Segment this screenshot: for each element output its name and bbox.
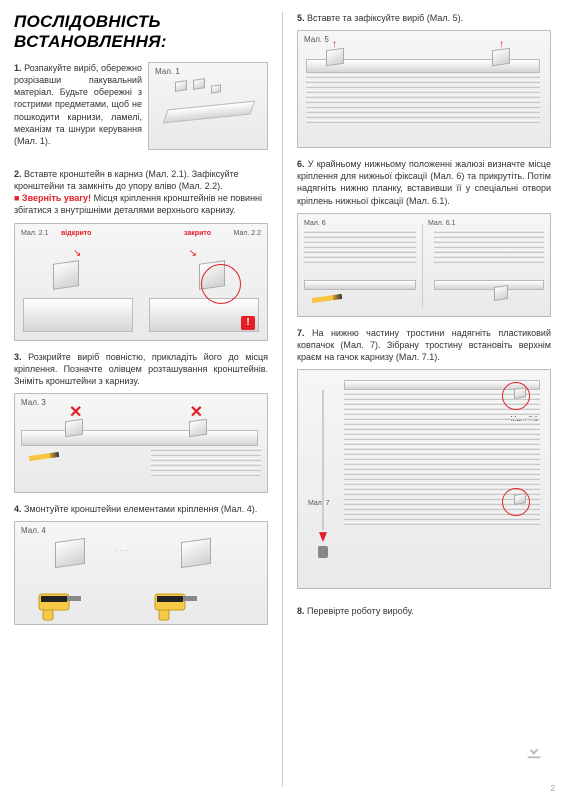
page-layout: ПОСЛІДОВНІСТЬ ВСТАНОВЛЕННЯ: 1. Розпакуйт… [0,0,565,799]
fig2-closed: закрито [184,230,211,237]
step8-num: 8. [297,606,305,616]
fig2-open: відкрито [61,230,91,237]
x-mark-icon: ✕ [69,402,82,422]
step2-num: 2. [14,169,22,179]
page-number: 2 [551,784,555,793]
step1-row: 1. Розпакуйте виріб, обережно розрізавши… [14,62,268,160]
step3-num: 3. [14,352,22,362]
figure-3: Мал. 3 ✕ ✕ [14,393,268,493]
fig7-label: Мал. 7 [308,500,330,507]
step2-body: Вставте кронштейн в карниз (Мал. 2.1). З… [14,169,239,191]
fig61-label: Мал. 6.1 [428,220,456,227]
step7-text: 7. На нижню частину тростини надягніть п… [297,327,551,363]
left-column: ПОСЛІДОВНІСТЬ ВСТАНОВЛЕННЯ: 1. Розпакуйт… [14,12,268,787]
step6-text: 6. У крайньому нижньому положенні жалюзі… [297,158,551,207]
fig3-label: Мал. 3 [21,398,46,407]
figure-4: Мал. 4 · · · [14,521,268,625]
fig4-label: Мал. 4 [21,526,46,535]
step6-num: 6. [297,159,305,169]
step5-body: Вставте та зафіксуйте виріб (Мал. 5). [307,13,463,23]
fig6-label: Мал. 6 [304,220,326,227]
fig22-label: Мал. 2.2 [233,230,261,237]
step1-text: 1. Розпакуйте виріб, обережно розрізавши… [14,62,142,154]
figure-2: Мал. 2.1 відкрито закрито Мал. 2.2 ! ↘ ↘ [14,223,268,341]
figure-1: Мал. 1 [148,62,268,150]
step1-body: Розпакуйте виріб, обережно розрізавши па… [14,63,142,146]
step3-body: Розкрийте виріб повністю, прикладіть йог… [14,352,268,386]
step5-num: 5. [297,13,305,23]
x-mark-icon: ✕ [190,402,203,422]
drill-icon [145,566,201,622]
alert-icon: ! [241,316,255,330]
figure-7: Мал. 7 Мал. 7.1 [297,369,551,589]
figure-6: Мал. 6 Мал. 6.1 [297,213,551,317]
page-title: ПОСЛІДОВНІСТЬ ВСТАНОВЛЕННЯ: [14,12,268,52]
right-column: 5. Вставте та зафіксуйте виріб (Мал. 5).… [297,12,551,787]
step3-text: 3. Розкрийте виріб повністю, прикладіть … [14,351,268,387]
step5-text: 5. Вставте та зафіксуйте виріб (Мал. 5). [297,12,551,24]
step6-body: У крайньому нижньому положенні жалюзі ви… [297,159,551,205]
step2-warn-prefix: ■ Зверніть увагу! [14,193,91,203]
fig5-label: Мал. 5 [304,35,329,44]
step7-num: 7. [297,328,305,338]
column-divider [282,12,283,787]
step8-text: 8. Перевірте роботу виробу. [297,605,551,617]
step4-text: 4. Змонтуйте кронштейни елементами кріпл… [14,503,268,515]
figure-5: Мал. 5 ↑ ↑ [297,30,551,148]
step2-text: 2. Вставте кронштейн в карниз (Мал. 2.1)… [14,168,268,217]
drill-icon [29,566,85,622]
step4-num: 4. [14,504,22,514]
fig1-label: Мал. 1 [155,67,180,76]
step8-body: Перевірте роботу виробу. [307,606,414,616]
fig21-label: Мал. 2.1 [21,230,49,237]
step4-body: Змонтуйте кронштейни елементами кріпленн… [24,504,257,514]
step1-num: 1. [14,63,22,73]
download-badge-icon[interactable] [515,731,553,769]
step7-body: На нижню частину тростини надягніть плас… [297,328,551,362]
